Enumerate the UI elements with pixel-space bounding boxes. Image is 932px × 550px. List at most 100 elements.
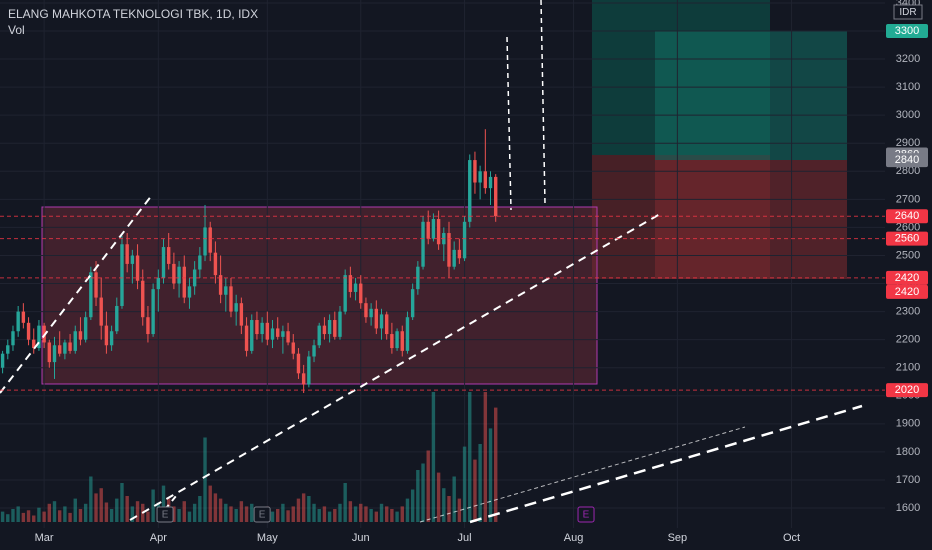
candle-body bbox=[338, 311, 342, 337]
volume-bar bbox=[125, 496, 129, 522]
candle-body bbox=[187, 286, 192, 298]
volume-bar bbox=[187, 511, 192, 522]
candle-body bbox=[333, 320, 337, 337]
candle-body bbox=[483, 171, 488, 189]
candle-body bbox=[11, 331, 15, 346]
range-box bbox=[41, 206, 598, 385]
volume-bar bbox=[400, 506, 404, 522]
projection bbox=[540, 0, 546, 205]
candle-body bbox=[239, 303, 244, 326]
candle-body bbox=[281, 331, 285, 337]
candle-body bbox=[21, 311, 26, 323]
candle-body bbox=[452, 249, 456, 267]
x-tick-label: Apr bbox=[150, 532, 167, 544]
volume-bar bbox=[317, 509, 321, 522]
grid bbox=[0, 0, 885, 528]
candle-body bbox=[436, 219, 441, 245]
volume-bar bbox=[286, 510, 290, 522]
volume-bar bbox=[343, 483, 347, 522]
volume-bar bbox=[109, 509, 114, 522]
levels bbox=[0, 215, 885, 391]
candle-body bbox=[177, 266, 181, 284]
trend-line bbox=[419, 426, 746, 523]
volume-bar bbox=[239, 501, 244, 522]
candle-body bbox=[229, 286, 233, 312]
candle-body bbox=[369, 308, 373, 318]
price-tag-label: 2420 bbox=[895, 286, 919, 298]
volume-bar bbox=[37, 507, 41, 522]
axis: 1600170018001900200021002200230024002500… bbox=[35, 0, 928, 544]
trend-line bbox=[469, 404, 863, 524]
volume-bar bbox=[115, 498, 119, 522]
volume bbox=[0, 392, 498, 522]
volume-bar bbox=[281, 503, 285, 522]
volume-bar bbox=[447, 496, 451, 522]
candle-body bbox=[416, 266, 420, 290]
x-tick-label: Aug bbox=[564, 532, 584, 544]
volume-bar bbox=[73, 498, 77, 522]
volume-bar bbox=[494, 407, 498, 522]
price-tag-label: 2840 bbox=[895, 154, 919, 166]
volume-bar bbox=[296, 498, 301, 522]
candle-body bbox=[478, 171, 482, 183]
volume-bar bbox=[198, 496, 202, 522]
volume-bar bbox=[374, 511, 379, 522]
candle-body bbox=[73, 331, 77, 351]
candle-body bbox=[224, 286, 228, 295]
volume-bar bbox=[218, 498, 223, 522]
candles bbox=[0, 129, 498, 393]
volume-bar bbox=[146, 511, 150, 522]
volume-bar bbox=[52, 501, 57, 522]
volume-bar bbox=[385, 506, 389, 522]
candle-body bbox=[63, 342, 67, 354]
volume-bar bbox=[0, 511, 5, 522]
event-label: E bbox=[162, 510, 169, 521]
price-tag-label: 2640 bbox=[895, 210, 919, 222]
y-tick-label: 2500 bbox=[896, 249, 920, 261]
volume-bar bbox=[275, 509, 280, 522]
candle-body bbox=[182, 266, 186, 298]
candle-body bbox=[192, 269, 197, 287]
volume-bar bbox=[208, 485, 212, 522]
candle-body bbox=[218, 275, 223, 295]
candle-body bbox=[291, 342, 295, 354]
volume-bar bbox=[68, 512, 72, 522]
y-tick-label: 1800 bbox=[896, 446, 920, 458]
target-zone bbox=[655, 31, 847, 160]
volume-bar bbox=[390, 509, 394, 522]
volume-bar bbox=[426, 450, 430, 522]
volume-bar bbox=[203, 437, 207, 522]
event-marker bbox=[253, 506, 271, 523]
candle-body bbox=[213, 252, 218, 276]
volume-bar bbox=[182, 501, 186, 522]
volume-bar bbox=[32, 515, 36, 522]
candle-body bbox=[172, 263, 176, 284]
volume-bar bbox=[234, 509, 238, 522]
candle-body bbox=[234, 303, 238, 312]
candle-body bbox=[327, 320, 332, 335]
projection bbox=[506, 36, 512, 211]
candle-body bbox=[109, 331, 114, 346]
volume-bar bbox=[416, 470, 420, 522]
x-tick-label: Oct bbox=[783, 532, 800, 544]
price-tag bbox=[886, 24, 928, 38]
candle-body bbox=[16, 311, 20, 332]
volume-bar bbox=[353, 506, 358, 522]
price-tag bbox=[886, 284, 928, 299]
candle-body bbox=[161, 247, 166, 278]
volume-bar bbox=[270, 511, 275, 522]
candle-body bbox=[37, 325, 41, 349]
candle-body bbox=[494, 176, 498, 217]
y-tick-label: 2200 bbox=[896, 334, 920, 346]
x-tick-label: Jul bbox=[458, 532, 472, 544]
stop-zone bbox=[655, 160, 847, 279]
candle-body bbox=[348, 275, 353, 292]
volume-bar bbox=[468, 392, 472, 522]
candle-body bbox=[390, 334, 394, 349]
volume-bar bbox=[89, 476, 93, 522]
volume-bar bbox=[192, 503, 197, 522]
candle-body bbox=[57, 345, 62, 354]
price-tag bbox=[886, 383, 928, 398]
candle-body bbox=[68, 342, 72, 351]
y-tick-label: 2700 bbox=[896, 193, 920, 205]
